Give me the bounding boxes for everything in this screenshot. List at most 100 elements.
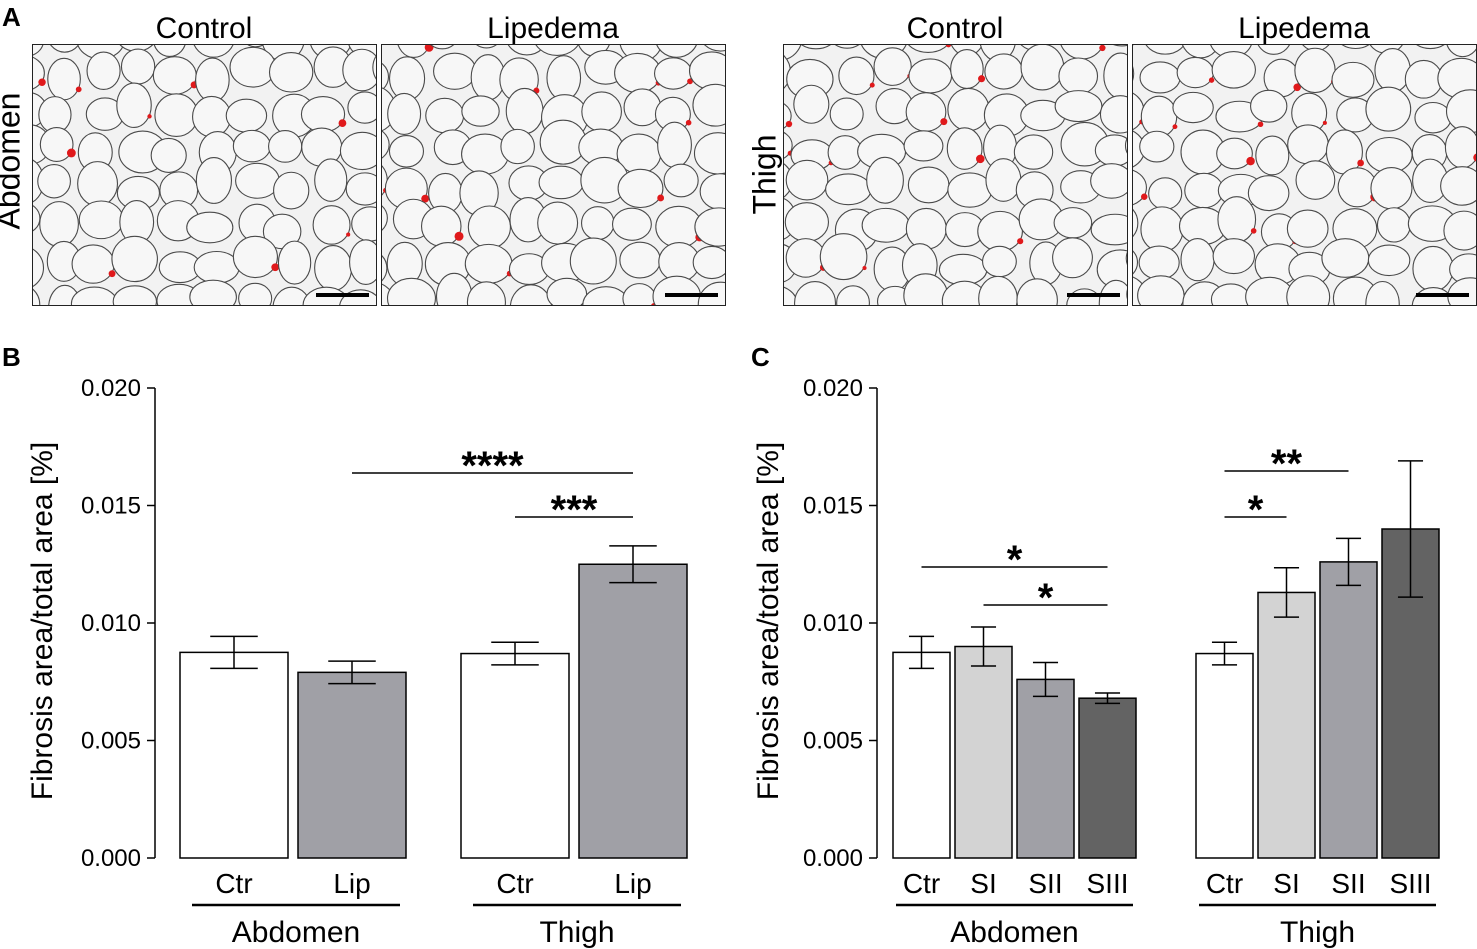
adipocyte: [1257, 45, 1290, 55]
adipocyte: [430, 45, 455, 50]
fibrosis-spot: [421, 194, 430, 203]
adipocyte: [1446, 45, 1476, 58]
adipocyte: [382, 255, 388, 282]
panel-letter-c: C: [751, 342, 770, 372]
adipocyte: [1013, 134, 1054, 170]
fibrosis-spot: [657, 194, 665, 202]
adipocyte: [1113, 45, 1127, 47]
x-tick-label: SIII: [1389, 868, 1431, 899]
x-tick-label: SI: [970, 868, 996, 899]
adipocyte: [794, 280, 837, 305]
fibrosis-spot: [424, 45, 434, 52]
fibrosis-spot: [1099, 45, 1106, 52]
fibrosis-spot: [685, 119, 692, 126]
adipocyte: [461, 95, 500, 127]
adipocyte: [946, 127, 983, 170]
y-tick-label: 0.010: [803, 610, 863, 637]
adipocyte: [611, 207, 652, 241]
x-tick-label: SII: [1331, 868, 1365, 899]
adipocyte: [1090, 163, 1127, 199]
adipocyte: [1052, 237, 1093, 279]
adipocyte: [1443, 210, 1476, 251]
adipocyte: [838, 56, 875, 96]
tissue-image: [784, 45, 1127, 305]
bar: [578, 563, 688, 859]
adipocyte: [692, 245, 725, 280]
adipocyte: [339, 131, 376, 171]
adipocyte: [1126, 289, 1127, 300]
adipocyte: [189, 279, 237, 305]
adipocyte: [345, 172, 376, 206]
y-tick-label: 0.000: [803, 845, 863, 872]
adipocyte: [1286, 275, 1331, 305]
adipocyte: [1145, 45, 1185, 55]
significance-stars: **: [1271, 442, 1303, 486]
adipocyte: [1133, 250, 1139, 275]
fibrosis-spot: [1246, 156, 1255, 166]
adipocyte: [785, 159, 829, 201]
bar: [297, 671, 407, 859]
fibrosis-spot: [454, 231, 464, 241]
adipocyte: [466, 281, 506, 305]
tissue-image: [1133, 45, 1476, 305]
adipocyte: [1099, 95, 1127, 134]
fibrosis-spot: [1473, 153, 1476, 162]
adipocyte: [535, 45, 579, 56]
adipocyte: [193, 45, 234, 58]
adipocyte: [663, 163, 699, 198]
adipocyte: [397, 45, 431, 59]
fibrosis-spot: [346, 232, 351, 237]
bar: [1078, 697, 1137, 859]
fibrosis-spot: [785, 120, 793, 128]
adipocyte: [247, 45, 264, 48]
group-label: Thigh: [539, 916, 614, 949]
significance-stars: *: [1007, 538, 1023, 582]
adipocyte: [656, 45, 697, 58]
adipocyte: [33, 45, 44, 56]
group-label: Thigh: [1280, 916, 1355, 949]
adipocyte: [509, 284, 553, 305]
adipocyte: [1212, 238, 1256, 275]
adipocyte: [569, 237, 617, 285]
adipocyte: [836, 285, 870, 305]
adipocyte: [1295, 160, 1336, 200]
fibrosis-spot: [108, 270, 116, 278]
x-tick-label: SIII: [1086, 868, 1128, 899]
adipocyte: [1133, 66, 1135, 81]
adipocyte: [312, 205, 351, 245]
adipocyte: [784, 45, 802, 61]
fibrosis-spot: [945, 45, 952, 48]
tissue-image: [382, 45, 725, 305]
adipocyte: [476, 45, 497, 49]
adipocyte: [1367, 244, 1411, 277]
panel-letter-b: B: [2, 342, 21, 372]
adipocyte: [1211, 50, 1256, 89]
adipocyte: [238, 282, 273, 305]
adipocyte: [1440, 166, 1476, 206]
bar: [1319, 561, 1378, 859]
significance-stars: ***: [551, 488, 598, 532]
adipocyte: [153, 45, 186, 57]
adipocyte: [1365, 86, 1412, 132]
bar: [179, 651, 289, 859]
adipocyte: [314, 158, 348, 202]
x-tick-label: SII: [1028, 868, 1062, 899]
fibrosis-spot: [1208, 77, 1215, 83]
adipocyte: [387, 92, 422, 135]
fibrosis-spot: [940, 118, 948, 126]
adipocyte: [1124, 137, 1127, 154]
adipocyte: [33, 288, 41, 305]
adipocyte: [1125, 251, 1127, 265]
x-tick-label: Ctr: [1206, 868, 1243, 899]
fibrosis-spot: [1250, 228, 1257, 234]
adipocyte: [1098, 279, 1127, 305]
fibrosis-spot: [1257, 121, 1264, 128]
adipocyte: [800, 45, 831, 50]
adipocyte: [1172, 91, 1214, 124]
y-axis-title: Fibrosis area/total area [%]: [752, 442, 785, 801]
adipocyte: [819, 233, 868, 281]
fibrosis-spot: [66, 148, 76, 158]
chart-b: 0.000 0.005 0.010 0.015 0.020 Fibrosis area/t…: [26, 375, 688, 949]
fibrosis-spot: [1140, 193, 1148, 201]
